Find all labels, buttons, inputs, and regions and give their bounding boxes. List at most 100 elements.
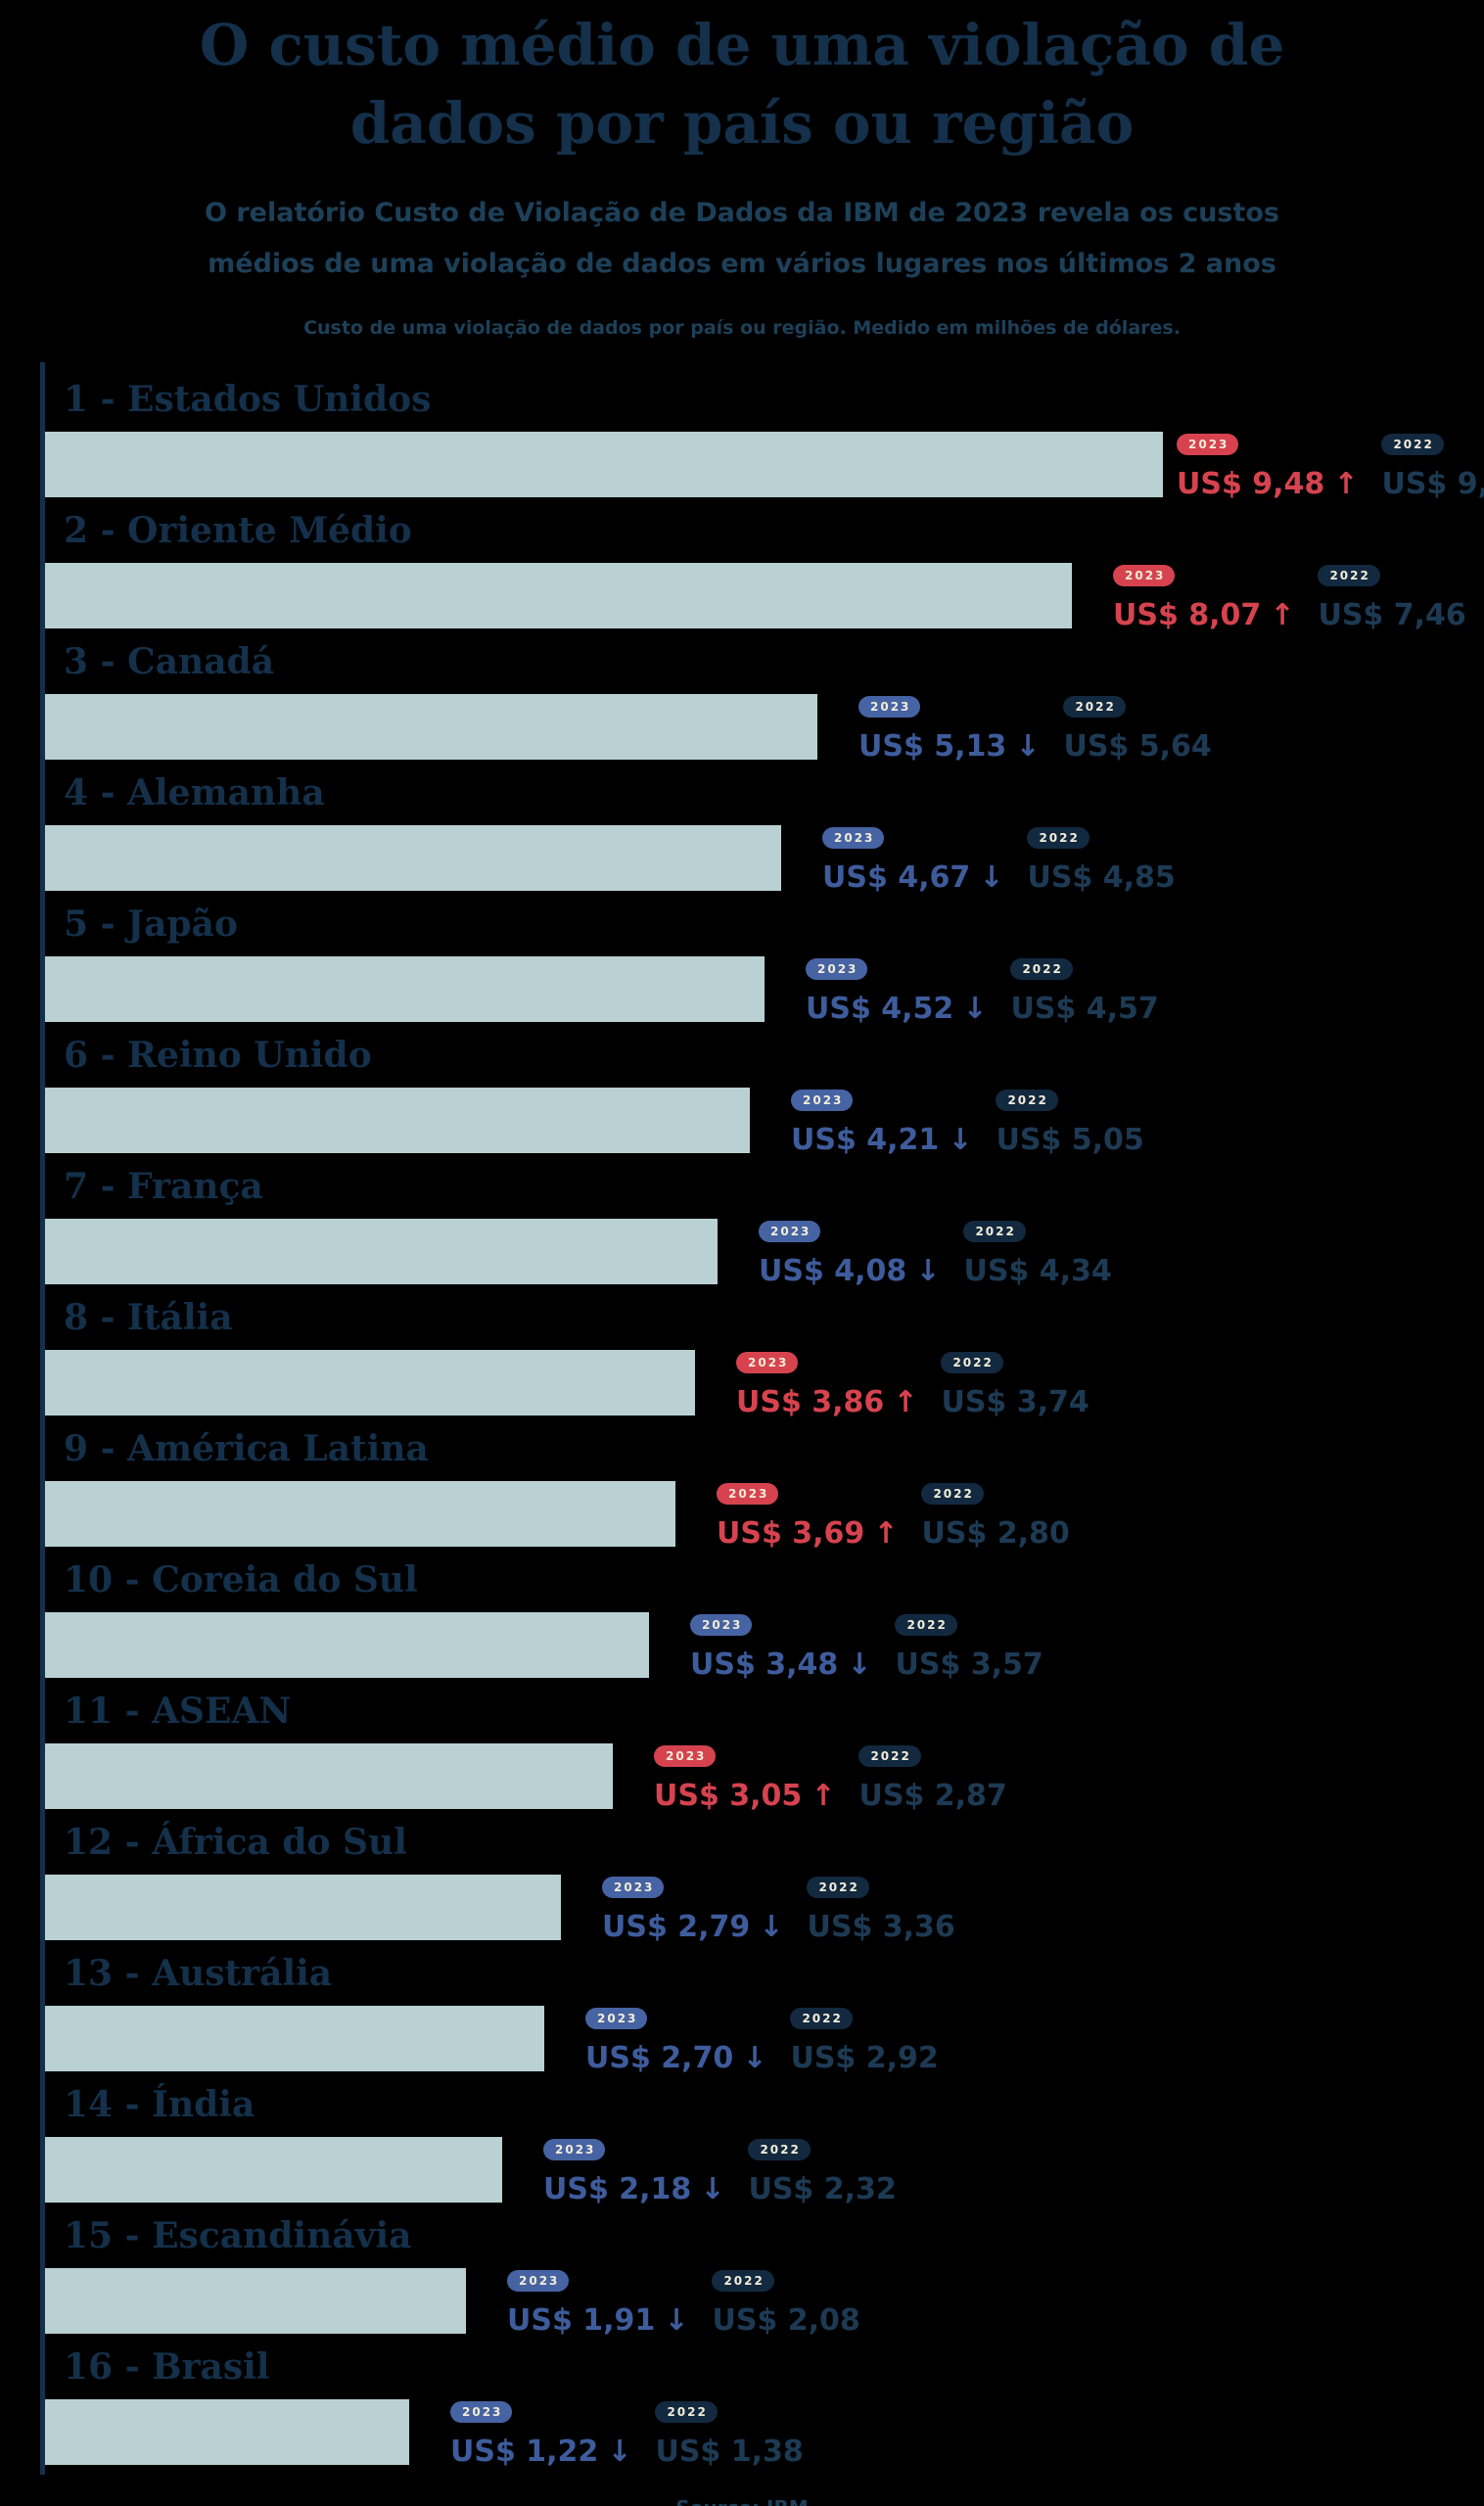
row-label: 9 - América Latina <box>64 1428 429 1469</box>
value-2023: US$ 9,48 <box>1177 467 1325 501</box>
value-block-2023: 2023 US$ 8,07 ↑ <box>1113 565 1294 630</box>
value-2022: US$ 4,85 <box>1027 860 1176 895</box>
value-block-2023: 2023 US$ 3,48 ↓ <box>690 1614 871 1680</box>
value-block-2023: 2023 US$ 3,69 ↑ <box>717 1483 898 1549</box>
bar-2023 <box>45 1481 675 1547</box>
value-block-2022: 2022 US$ 2,92 <box>790 2008 939 2073</box>
bar-line: 2023 US$ 4,67 ↓ 2022 US$ 4,85 <box>45 825 1484 893</box>
source-credit: Source: IBM <box>0 2496 1484 2506</box>
value-2023: US$ 4,21 <box>791 1123 940 1157</box>
bar-line: 2023 US$ 3,86 ↑ 2022 US$ 3,74 <box>45 1350 1484 1417</box>
bar-2023 <box>45 1088 750 1153</box>
page-title: O custo médio de uma violação de dados p… <box>0 6 1484 162</box>
year-badge-2023: 2023 <box>1177 434 1239 455</box>
bar-line: 2023 US$ 1,22 ↓ 2022 US$ 1,38 <box>45 2399 1484 2467</box>
value-block-2022: 2022 US$ 3,57 <box>895 1614 1043 1680</box>
value-2022: US$ 5,05 <box>996 1123 1144 1157</box>
value-block-2022: 2022 US$ 9,44 <box>1381 434 1484 499</box>
value-2022: US$ 4,57 <box>1010 992 1159 1026</box>
year-badge-2023: 2023 <box>822 827 885 849</box>
year-badge-2023: 2023 <box>507 2270 570 2292</box>
year-badge-2023: 2023 <box>791 1090 854 1111</box>
year-badge-2023: 2023 <box>717 1483 779 1505</box>
value-2023: US$ 4,67 <box>822 860 971 895</box>
trend-arrow-icon: ↑ <box>893 1385 918 1419</box>
bar-line: 2023 US$ 3,48 ↓ 2022 US$ 3,57 <box>45 1612 1484 1680</box>
subtitle-line2: médios de uma violação de dados em vário… <box>208 249 1276 279</box>
year-badge-2022: 2022 <box>921 1483 984 1505</box>
value-2023: US$ 2,18 <box>543 2172 692 2206</box>
chart-row: 5 - Japão 2023 US$ 4,52 ↓ 2022 US$ 4,57 <box>45 887 1484 1024</box>
value-block-2023: 2023 US$ 1,91 ↓ <box>507 2270 688 2336</box>
bar-2023 <box>45 1612 649 1678</box>
value-2022: US$ 2,80 <box>921 1516 1070 1551</box>
bar-2023 <box>45 2268 466 2334</box>
year-badge-2022: 2022 <box>1027 827 1090 849</box>
value-2022: US$ 2,08 <box>712 2303 860 2338</box>
row-label: 8 - Itália <box>64 1297 233 1338</box>
value-block-2022: 2022 US$ 4,85 <box>1027 827 1176 895</box>
chart-row: 11 - ASEAN 2023 US$ 3,05 ↑ 2022 US$ 2,87 <box>45 1674 1484 1811</box>
value-block-2022: 2022 US$ 7,46 <box>1318 565 1466 630</box>
row-label: 14 - Índia <box>64 2084 255 2125</box>
chart-row: 2 - Oriente Médio 2023 US$ 8,07 ↑ 2022 U… <box>45 493 1484 630</box>
trend-arrow-icon: ↓ <box>700 2172 725 2206</box>
trend-arrow-icon: ↓ <box>759 1910 784 1944</box>
value-2023: US$ 8,07 <box>1113 598 1262 632</box>
bar-line: 2023 US$ 4,52 ↓ 2022 US$ 4,57 <box>45 956 1484 1024</box>
value-2022: US$ 3,57 <box>895 1647 1043 1682</box>
value-block-2022: 2022 US$ 2,08 <box>712 2270 860 2338</box>
bar-2023 <box>45 563 1072 628</box>
year-badge-2022: 2022 <box>807 1877 869 1898</box>
value-2022: US$ 3,74 <box>941 1385 1090 1419</box>
row-label: 16 - Brasil <box>64 2346 270 2388</box>
bar-2023 <box>45 1219 718 1284</box>
trend-arrow-icon: ↑ <box>811 1779 836 1813</box>
row-label: 7 - França <box>64 1166 263 1207</box>
year-badge-2022: 2022 <box>1010 958 1073 980</box>
year-badge-2022: 2022 <box>895 1614 957 1636</box>
year-badge-2022: 2022 <box>858 1745 921 1767</box>
chart-row: 4 - Alemanha 2023 US$ 4,67 ↓ 2022 US$ 4,… <box>45 756 1484 893</box>
year-badge-2023: 2023 <box>806 958 868 980</box>
year-badge-2022: 2022 <box>996 1090 1058 1111</box>
value-block-2022: 2022 US$ 4,57 <box>1010 958 1159 1026</box>
bar-2023 <box>45 2399 409 2465</box>
value-2023: US$ 3,05 <box>654 1779 803 1813</box>
value-block-2023: 2023 US$ 3,86 ↑ <box>736 1352 917 1417</box>
year-badge-2022: 2022 <box>1381 434 1444 455</box>
value-block-2022: 2022 US$ 1,38 <box>655 2401 804 2467</box>
value-block-2022: 2022 US$ 2,80 <box>921 1483 1070 1551</box>
chart-row: 1 - Estados Unidos 2023 US$ 9,48 ↑ 2022 … <box>45 362 1484 499</box>
bar-line: 2023 US$ 2,18 ↓ 2022 US$ 2,32 <box>45 2137 1484 2204</box>
value-2022: US$ 4,34 <box>963 1254 1112 1288</box>
value-2023: US$ 3,48 <box>690 1647 839 1682</box>
bar-line: 2023 US$ 4,08 ↓ 2022 US$ 4,34 <box>45 1219 1484 1286</box>
year-badge-2022: 2022 <box>963 1221 1026 1242</box>
bar-2023 <box>45 432 1163 497</box>
chart-row: 3 - Canadá 2023 US$ 5,13 ↓ 2022 US$ 5,64 <box>45 625 1484 762</box>
value-block-2023: 2023 US$ 4,52 ↓ <box>806 958 987 1024</box>
value-2022: US$ 9,44 <box>1381 467 1484 501</box>
bar-2023 <box>45 825 781 891</box>
value-block-2023: 2023 US$ 4,08 ↓ <box>759 1221 940 1286</box>
value-2023: US$ 2,79 <box>602 1910 751 1944</box>
bar-line: 2023 US$ 4,21 ↓ 2022 US$ 5,05 <box>45 1088 1484 1155</box>
bar-line: 2023 US$ 3,69 ↑ 2022 US$ 2,80 <box>45 1481 1484 1549</box>
chart-row: 12 - África do Sul 2023 US$ 2,79 ↓ 2022 … <box>45 1805 1484 1942</box>
bar-line: 2023 US$ 2,70 ↓ 2022 US$ 2,92 <box>45 2006 1484 2073</box>
bar-2023 <box>45 1875 561 1940</box>
value-block-2023: 2023 US$ 1,22 ↓ <box>450 2401 631 2467</box>
year-badge-2022: 2022 <box>748 2139 811 2160</box>
bar-line: 2023 US$ 9,48 ↑ 2022 US$ 9,44 <box>45 432 1484 499</box>
chart-row: 10 - Coreia do Sul 2023 US$ 3,48 ↓ 2022 … <box>45 1543 1484 1680</box>
chart-row: 13 - Austrália 2023 US$ 2,70 ↓ 2022 US$ … <box>45 1936 1484 2073</box>
page-title-line2: dados por país ou região <box>349 90 1135 157</box>
year-badge-2023: 2023 <box>1113 565 1176 586</box>
row-label: 11 - ASEAN <box>64 1691 292 1732</box>
chart-row: 8 - Itália 2023 US$ 3,86 ↑ 2022 US$ 3,74 <box>45 1280 1484 1417</box>
trend-arrow-icon: ↓ <box>962 992 988 1026</box>
bar-line: 2023 US$ 1,91 ↓ 2022 US$ 2,08 <box>45 2268 1484 2336</box>
row-label: 1 - Estados Unidos <box>64 379 432 420</box>
year-badge-2023: 2023 <box>654 1745 717 1767</box>
